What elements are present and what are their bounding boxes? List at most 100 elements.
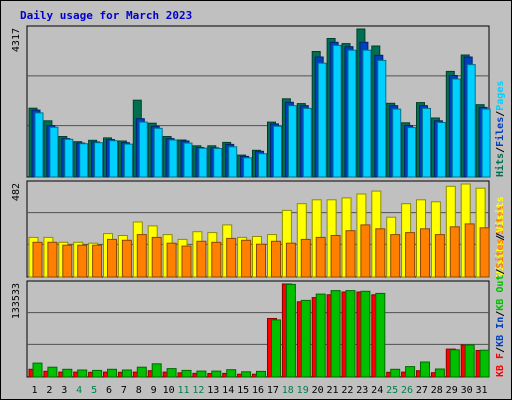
legend-entry: / [495, 347, 506, 353]
legend-kbin-kbout: KB F/KB In/KB Out/Sites/Visits [494, 196, 506, 377]
bar-sites-day-4 [77, 244, 88, 278]
bar-pages-day-19 [302, 107, 312, 178]
bar-pages-day-18 [287, 105, 297, 178]
legend-entry: Sites [494, 238, 506, 268]
legend-entry: Visits [494, 241, 506, 277]
x-tick-label: 7 [121, 385, 127, 396]
x-tick-label: 29 [446, 385, 458, 396]
ymax-label: 482 [11, 183, 22, 201]
bar-pages-day-17 [273, 125, 282, 178]
bar-kb-in-day-18 [285, 283, 296, 378]
bar-kb-in-day-7 [121, 369, 132, 378]
bar-sites-day-30 [464, 223, 475, 278]
bar-sites-day-5 [92, 244, 103, 278]
bar-kb-in-day-20 [315, 293, 326, 378]
bar-kb-in-day-10 [166, 368, 177, 378]
bar-pages-day-16 [258, 153, 267, 178]
x-tick-label: 16 [252, 385, 264, 396]
bar-kb-in-day-27 [420, 361, 430, 378]
bar-pages-day-27 [422, 107, 431, 178]
bar-sites-day-23 [360, 224, 371, 278]
x-tick-label: 6 [106, 385, 112, 396]
x-tick-label: 5 [91, 385, 97, 396]
x-tick-label: 12 [192, 385, 204, 396]
bar-sites-day-9 [151, 236, 162, 278]
legend-entry: / [495, 235, 506, 241]
bar-sites-day-25 [390, 234, 401, 278]
bar-pages-day-29 [451, 78, 461, 178]
bar-pages-day-14 [228, 146, 238, 178]
x-tick-label: 11 [177, 385, 189, 396]
bar-sites-day-12 [196, 240, 207, 278]
bar-kb-in-day-11 [181, 369, 192, 378]
x-tick-label: 14 [222, 385, 234, 396]
bar-pages-day-25 [392, 108, 402, 178]
legend-entry: / [495, 269, 506, 275]
bar-pages-day-20 [317, 62, 327, 178]
bar-kb-in-day-30 [464, 344, 475, 378]
bar-kb-in-day-25 [390, 368, 401, 378]
bar-pages-day-9 [153, 127, 163, 178]
x-tick-label: 18 [282, 385, 294, 396]
legend-entry: / [495, 147, 506, 153]
bar-pages-day-8 [138, 121, 148, 178]
bar-sites-day-22 [345, 230, 356, 278]
x-tick-label: 21 [326, 385, 338, 396]
bar-kb-in-day-19 [300, 299, 311, 378]
bar-kb-in-day-2 [47, 366, 58, 378]
bar-sites-day-26 [405, 232, 416, 278]
bar-sites-day-1 [32, 241, 43, 278]
x-tick-label: 26 [401, 385, 413, 396]
bar-kb-in-day-24 [375, 292, 386, 378]
x-tick-label: 30 [461, 385, 473, 396]
legend-entry: Sites [494, 205, 506, 235]
x-tick-label: 15 [237, 385, 249, 396]
bar-kb-in-day-15 [241, 371, 252, 378]
bar-sites-day-27 [420, 228, 430, 278]
bar-pages-day-1 [34, 112, 44, 178]
bar-sites-day-13 [211, 241, 222, 278]
bar-pages-day-23 [362, 49, 372, 178]
plot-area [26, 280, 490, 378]
bar-sites-day-7 [121, 239, 132, 278]
legend-entry: Pages [495, 81, 506, 111]
legend-entry: KB Out [495, 275, 506, 311]
x-tick-label: 23 [356, 385, 368, 396]
x-tick-label: 17 [267, 385, 279, 396]
bar-kb-in-day-6 [107, 368, 117, 378]
bar-kb-in-day-12 [196, 370, 207, 378]
bar-sites-day-21 [330, 235, 341, 278]
x-tick-label: 24 [371, 385, 383, 396]
bar-pages-day-15 [243, 157, 253, 178]
bar-kb-in-day-5 [92, 369, 103, 378]
bar-kb-in-day-28 [434, 368, 445, 378]
bar-sites-day-18 [285, 242, 296, 278]
x-tick-label: 27 [416, 385, 428, 396]
bar-kb-in-day-29 [449, 349, 460, 378]
x-tick-label: 4 [76, 385, 82, 396]
legend-entry: KB In [495, 317, 506, 347]
legend-entry: / [495, 232, 506, 238]
bar-kb-in-day-17 [271, 319, 281, 378]
bar-sites-day-14 [226, 237, 237, 278]
bar-pages-day-28 [436, 122, 446, 178]
legend-entry: Files [494, 117, 506, 147]
ymax-label: 4317 [11, 28, 22, 52]
bar-kb-in-day-31 [479, 349, 490, 378]
bar-sites-day-11 [181, 245, 192, 278]
bar-pages-day-31 [481, 108, 491, 178]
bar-kb-in-day-16 [256, 370, 266, 378]
bar-kb-in-day-26 [405, 366, 416, 378]
legend-entry: Hits [494, 153, 506, 177]
bar-kb-in-day-13 [211, 370, 222, 378]
bar-kb-in-day-8 [136, 366, 147, 378]
x-tick-label: 9 [151, 385, 157, 396]
bar-pages-day-5 [94, 142, 104, 178]
bar-sites-day-10 [166, 242, 177, 278]
bar-kb-in-day-14 [226, 369, 237, 378]
bar-kb-in-day-22 [345, 290, 356, 378]
bar-sites-day-8 [136, 234, 147, 278]
bar-pages-day-2 [49, 126, 59, 178]
